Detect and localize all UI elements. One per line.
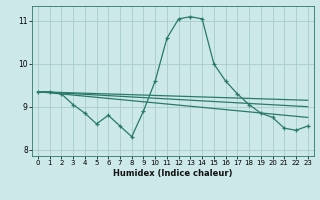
X-axis label: Humidex (Indice chaleur): Humidex (Indice chaleur): [113, 169, 233, 178]
